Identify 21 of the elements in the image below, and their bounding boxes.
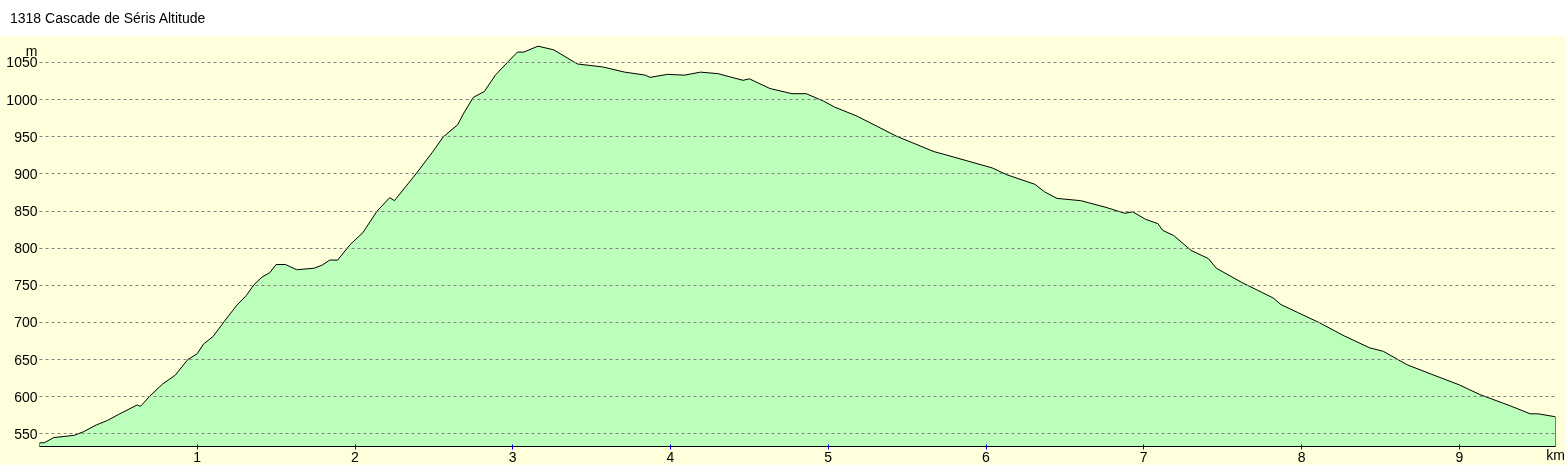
y-tick-label: 600 bbox=[14, 388, 38, 405]
y-tick-label: 700 bbox=[14, 314, 38, 331]
chart-title: 1318 Cascade de Séris Altitude bbox=[10, 9, 206, 28]
y-tick-label: 850 bbox=[14, 203, 38, 220]
y-tick-label: 750 bbox=[14, 277, 38, 294]
x-tick-label: 4 bbox=[666, 448, 675, 465]
y-tick-label: 950 bbox=[14, 128, 38, 145]
x-tick-label: 1 bbox=[193, 448, 202, 465]
x-tick-label: 9 bbox=[1455, 448, 1464, 465]
y-tick-label: 550 bbox=[14, 425, 38, 442]
y-tick-label: 1000 bbox=[6, 91, 38, 108]
y-tick-label: 650 bbox=[14, 351, 38, 368]
x-axis-title: km bbox=[1546, 446, 1565, 463]
x-tick-label: 2 bbox=[351, 448, 360, 465]
x-tick-label: 6 bbox=[982, 448, 991, 465]
x-tick-label: 3 bbox=[508, 448, 517, 465]
x-tick-label: 5 bbox=[824, 448, 833, 465]
x-tick-label: 8 bbox=[1297, 448, 1306, 465]
y-tick-label: 800 bbox=[14, 240, 38, 257]
x-tick-label: 7 bbox=[1139, 448, 1148, 465]
y-tick-label: 900 bbox=[14, 165, 38, 182]
